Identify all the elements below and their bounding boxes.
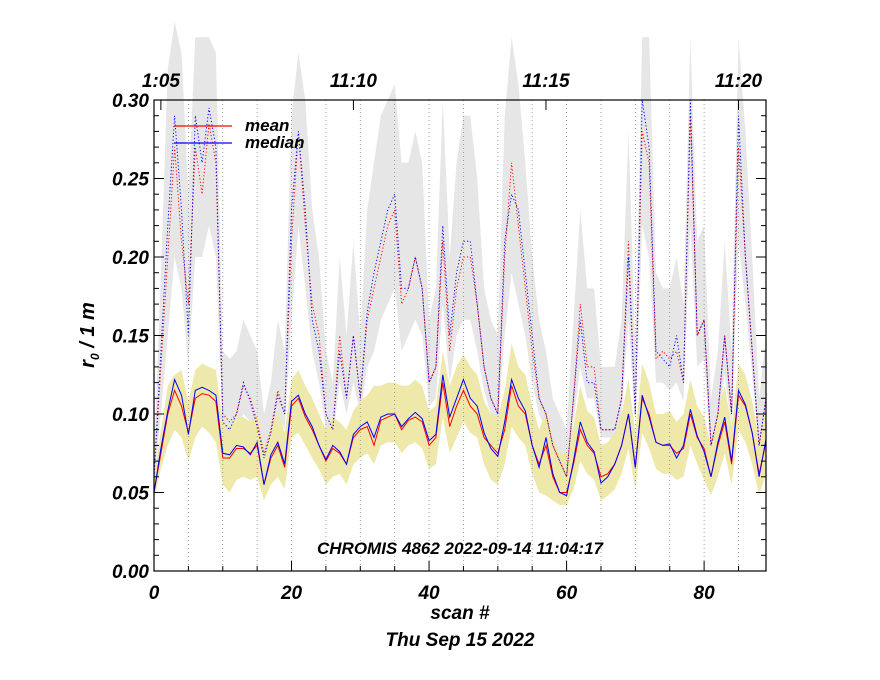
x-tick-label: 20 [280, 583, 303, 604]
y-tick-label: 0.20 [112, 248, 149, 269]
series-line-median [154, 374, 766, 497]
y-tick-label: 0.30 [112, 91, 149, 112]
top-axis-time-label: 11:10 [330, 71, 378, 92]
max-spread-band [154, 21, 766, 485]
y-axis-label-unit: / 1 m [77, 302, 99, 353]
median-spread-band [154, 343, 766, 506]
x-axis-label: scan # [430, 603, 490, 624]
top-axis-time-label: 1:05 [142, 71, 180, 92]
x-tick-label: 40 [417, 583, 440, 604]
top-axis-time-label: 11:20 [715, 71, 763, 92]
series-layer [154, 99, 766, 497]
y-axis-label-r: r [77, 359, 99, 368]
y-tick-label: 0.15 [112, 327, 149, 348]
legend: mean median [174, 116, 305, 152]
legend-median-label: median [245, 133, 305, 152]
y-axis-label: r0 / 1 m [77, 302, 102, 368]
y-tick-label: 0.10 [112, 405, 149, 426]
x-tick-label: 60 [556, 583, 578, 604]
legend-mean-label: mean [245, 116, 289, 135]
x-tick-label: 80 [694, 583, 716, 604]
y-tick-label: 0.00 [112, 562, 149, 583]
y-tick-label: 0.05 [112, 484, 149, 505]
top-axis-time-label: 11:15 [522, 71, 570, 92]
y-axis-label-subscript: 0 [88, 353, 102, 360]
series-line-mean-dotted [154, 115, 766, 478]
chart-annotation: CHROMIS 4862 2022-09-14 11:04:17 [317, 539, 605, 558]
tick-layer: 0.00 0.05 0.10 0.15 0.20 0.25 0.30 0 20 40 60 80 1:0… [112, 71, 766, 604]
chart-date-subtitle: Thu Sep 15 2022 [386, 630, 535, 651]
band-layer [154, 21, 766, 506]
x-tick-label: 0 [149, 583, 160, 604]
series-line-median-dotted [154, 99, 766, 478]
y-tick-label: 0.25 [112, 170, 149, 191]
